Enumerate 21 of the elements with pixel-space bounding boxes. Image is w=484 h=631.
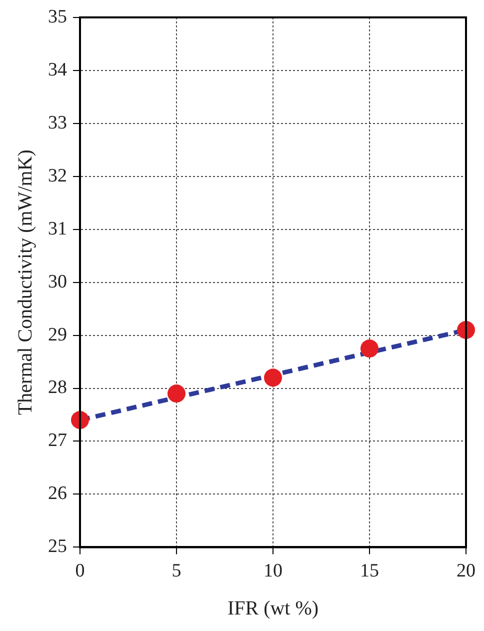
point [168,384,186,403]
y-tick-label: 26 [48,483,67,504]
x-tick-label: 5 [172,560,182,582]
x-tick-label: 15 [360,560,379,582]
y-tick-label: 34 [48,59,68,80]
y-tick-label: 31 [48,218,67,240]
point [264,368,282,387]
y-axis-title: Thermal Conductivity (mW/mK) [14,150,36,416]
y-tick-label: 28 [48,377,67,398]
y-tick-label: 35 [48,6,67,28]
y-tick-label: 25 [48,536,67,558]
x-tick-label: 10 [264,560,282,582]
x-axis-title: IFR (wt %) [227,597,319,620]
y-tick-label: 29 [48,324,67,346]
x-tick-label: 0 [75,560,85,582]
y-tick-label: 33 [48,112,67,134]
x-tick-label: 20 [456,560,476,582]
y-tick-label: 27 [48,430,67,452]
point [360,340,378,358]
y-tick-label: 32 [48,165,67,186]
y-tick-label: 30 [48,271,67,292]
